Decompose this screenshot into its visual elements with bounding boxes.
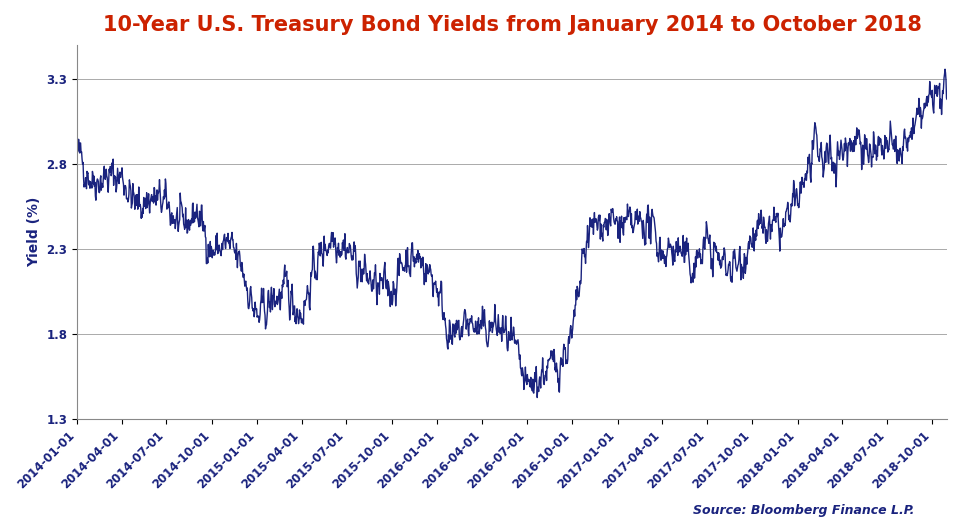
Y-axis label: Yield (%): Yield (%) (27, 197, 40, 267)
Text: Source: Bloomberg Finance L.P.: Source: Bloomberg Finance L.P. (692, 504, 913, 517)
Title: 10-Year U.S. Treasury Bond Yields from January 2014 to October 2018: 10-Year U.S. Treasury Bond Yields from J… (103, 15, 921, 35)
